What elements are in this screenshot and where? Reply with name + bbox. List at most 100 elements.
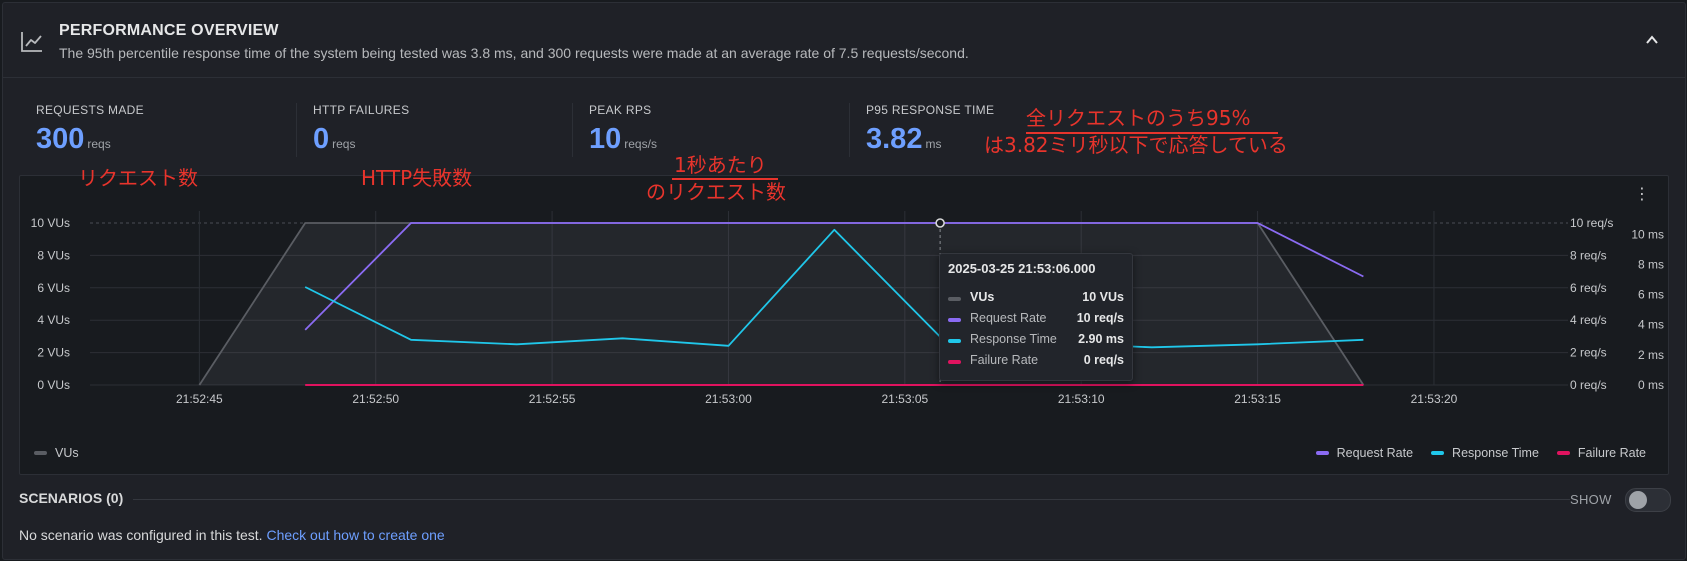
annotation-failures: HTTP失敗数: [361, 166, 473, 190]
y-tick-label-rps: 2 req/s: [1570, 346, 1607, 360]
more-options-icon[interactable]: ⋮: [1634, 186, 1650, 203]
y-tick-label-ms: 2 ms: [1638, 348, 1664, 362]
annotation-rps-line1: 1秒あたり: [674, 153, 767, 177]
x-tick-label: 21:53:00: [705, 392, 752, 406]
tooltip-name: Failure Rate: [970, 353, 1039, 367]
stat-unit: reqs: [87, 137, 111, 151]
legend-swatch: [34, 451, 47, 455]
stat-unit: reqs/s: [624, 137, 657, 151]
legend-item-failure-rate[interactable]: Failure Rate: [1556, 446, 1646, 460]
legend-swatch: [1556, 451, 1570, 455]
y-tick-label-vus: 8 VUs: [37, 248, 70, 262]
legend-item-response-time[interactable]: Response Time: [1431, 446, 1539, 460]
legend-swatch: [1431, 451, 1445, 455]
tooltip-row-failure-rate: Failure Rate 0 req/s: [948, 353, 1124, 371]
legend-label: Failure Rate: [1577, 446, 1646, 460]
legend-label: VUs: [55, 446, 79, 460]
stat-value: 300: [36, 123, 85, 155]
y-tick-label-ms: 4 ms: [1638, 318, 1664, 332]
stat-value: 3.82: [866, 123, 923, 155]
y-tick-label-rps: 6 req/s: [1570, 281, 1607, 295]
tooltip-value: 2.90 ms: [1078, 332, 1124, 346]
tooltip-value: 0 req/s: [1083, 353, 1124, 367]
stat-peak-rps: PEAK RPS 10 reqs/s: [589, 103, 657, 163]
stat-label: PEAK RPS: [589, 103, 652, 117]
chart-container: ⋮ 0 VUs 2 VUs 4 VUs 6 VUs 8 VUs 10 VUs 0 req/s…: [19, 175, 1669, 475]
tooltip-swatch: [948, 318, 961, 322]
panel-title: PERFORMANCE OVERVIEW: [59, 22, 279, 39]
stat-value: 0: [313, 123, 330, 155]
y-tick-label-vus: 0 VUs: [37, 378, 70, 392]
panel-header: PERFORMANCE OVERVIEW The 95th percentile…: [3, 3, 1685, 78]
tooltip-row-response-time: Response Time 2.90 ms: [948, 332, 1124, 350]
tooltip-swatch: [948, 339, 961, 343]
series-line-request-rate: [304, 222, 1364, 331]
legend-swatch: [1315, 451, 1329, 455]
line-chart-icon: [21, 32, 42, 52]
panel-subtitle: The 95th percentile response time of the…: [59, 45, 969, 61]
tooltip-row-vus: VUs 10 VUs: [948, 290, 1124, 308]
stat-http-failures: HTTP FAILURES 0 reqs: [313, 103, 409, 163]
stat-label: HTTP FAILURES: [313, 103, 410, 117]
stat-value: 10: [589, 123, 622, 155]
tooltip-time: 2025-03-25 21:53:06.000: [948, 261, 1096, 276]
tooltip-value: 10 req/s: [1076, 311, 1124, 325]
annotation-p95-line2: は3.82ミリ秒以下で応答している: [984, 133, 1288, 157]
toggle-knob: [1629, 491, 1647, 509]
legend-item-request-rate[interactable]: Request Rate: [1315, 446, 1414, 460]
scenarios-message: No scenario was configured in this test.…: [19, 527, 445, 543]
tooltip-value: 10 VUs: [1082, 290, 1124, 304]
annotation-rps-underline: [672, 178, 778, 180]
y-tick-label-vus: 4 VUs: [37, 313, 70, 327]
annotation-rps-line2: のリクエスト数: [646, 180, 786, 204]
tooltip-swatch: [948, 297, 961, 301]
show-scenarios-toggle[interactable]: [1625, 488, 1671, 512]
tooltip-swatch: [948, 360, 961, 364]
tooltip-row-request-rate: Request Rate 10 req/s: [948, 311, 1124, 329]
scenarios-divider: [133, 499, 1570, 500]
stat-label: REQUESTS MADE: [36, 103, 144, 117]
y-tick-label-ms: 0 ms: [1638, 378, 1664, 392]
x-tick-label: 21:53:05: [881, 392, 928, 406]
x-tick-label: 21:53:20: [1411, 392, 1458, 406]
x-tick-label: 21:53:10: [1058, 392, 1105, 406]
tooltip-name: VUs: [970, 290, 995, 304]
create-scenario-link[interactable]: Check out how to create one: [266, 527, 445, 543]
tooltip-name: Response Time: [970, 332, 1057, 346]
collapse-chevron-up-icon[interactable]: [1643, 31, 1661, 49]
y-tick-label-ms: 6 ms: [1638, 288, 1664, 302]
x-tick-label: 21:52:55: [529, 392, 576, 406]
annotation-p95-underline: [1026, 132, 1278, 134]
y-tick-label-vus: 10 VUs: [31, 216, 70, 230]
x-tick-label: 21:52:50: [352, 392, 399, 406]
annotation-p95-line1: 全リクエストのうち95%: [1026, 106, 1251, 130]
legend-label: Response Time: [1452, 446, 1539, 460]
tooltip-name: Request Rate: [970, 311, 1047, 325]
stat-unit: ms: [925, 137, 942, 151]
stat-divider: [572, 103, 573, 157]
y-tick-label-rps: 10 req/s: [1570, 216, 1613, 230]
y-tick-label-vus: 6 VUs: [37, 281, 70, 295]
y-tick-label-rps: 0 req/s: [1570, 378, 1607, 392]
series-area-vus: [199, 223, 1364, 385]
hover-point: [935, 218, 945, 228]
annotation-requests: リクエスト数: [78, 166, 198, 190]
stat-requests-made: REQUESTS MADE 300 reqs: [36, 103, 144, 163]
show-toggle-label: SHOW: [1570, 492, 1612, 507]
stat-label: P95 RESPONSE TIME: [866, 103, 995, 117]
x-tick-label: 21:52:45: [176, 392, 223, 406]
stat-unit: reqs: [332, 137, 356, 151]
y-tick-label-ms: 10 ms: [1631, 227, 1664, 241]
y-tick-label-vus: 2 VUs: [37, 346, 70, 360]
y-tick-label-ms: 8 ms: [1638, 257, 1664, 271]
stat-p95-response-time: P95 RESPONSE TIME 3.82 ms: [866, 103, 994, 163]
legend-right: Request Rate Response Time Failure Rate: [1315, 446, 1646, 460]
y-tick-label-rps: 4 req/s: [1570, 313, 1607, 327]
scenarios-message-text: No scenario was configured in this test.: [19, 527, 263, 543]
series-line-response-time: [304, 228, 1364, 349]
performance-chart: 0 VUs 2 VUs 4 VUs 6 VUs 8 VUs 10 VUs 0 req/s 2 …: [31, 211, 1664, 406]
legend-item-vus[interactable]: VUs: [34, 446, 79, 460]
stat-divider: [849, 103, 850, 157]
legend-label: Request Rate: [1336, 446, 1414, 460]
